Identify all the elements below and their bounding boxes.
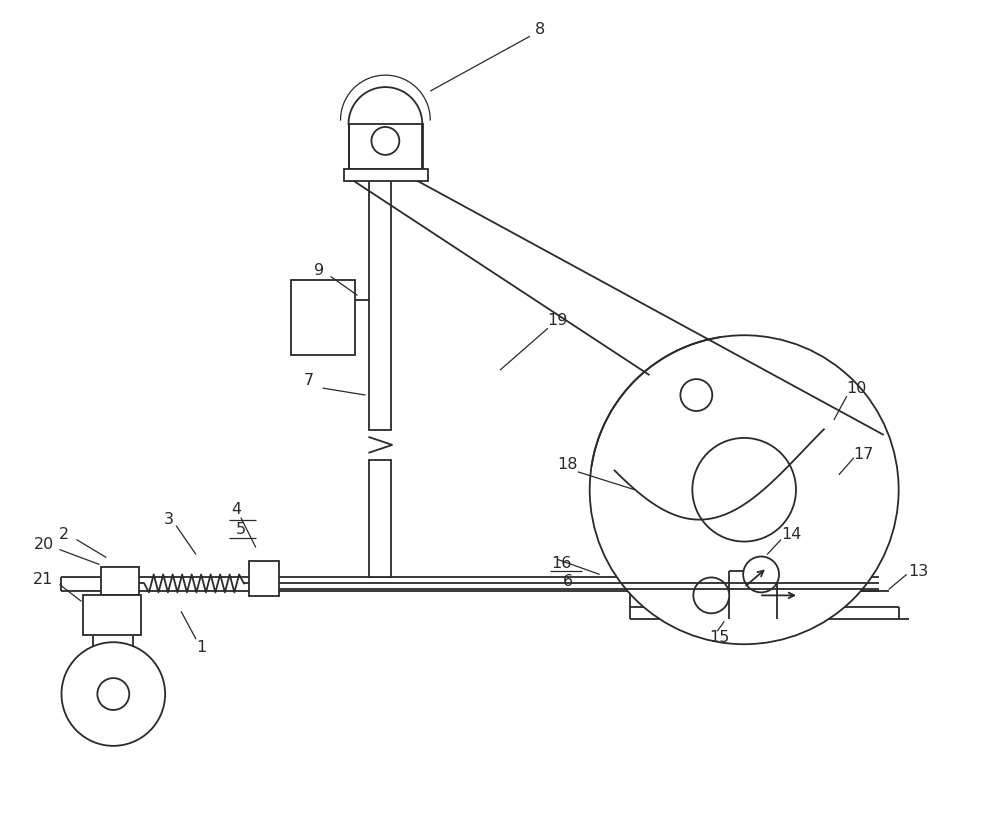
Text: 9: 9: [314, 263, 324, 278]
Text: 19: 19: [548, 313, 568, 328]
Bar: [101, 568, 139, 595]
Text: 18: 18: [558, 458, 578, 472]
Text: 13: 13: [908, 564, 929, 579]
Text: 15: 15: [709, 630, 729, 644]
Circle shape: [693, 578, 729, 613]
Text: 8: 8: [535, 21, 545, 37]
Text: 3: 3: [164, 512, 174, 528]
Circle shape: [590, 335, 899, 644]
Circle shape: [61, 642, 165, 746]
Text: 2: 2: [58, 527, 69, 542]
Bar: [291, 281, 355, 356]
Text: 17: 17: [854, 448, 874, 463]
Text: 10: 10: [847, 380, 867, 396]
Text: 16: 16: [552, 556, 572, 571]
Text: 20: 20: [33, 537, 54, 552]
Text: 7: 7: [304, 373, 314, 388]
Text: 4: 4: [231, 502, 241, 517]
Circle shape: [371, 127, 399, 155]
Circle shape: [97, 678, 129, 710]
Circle shape: [692, 438, 796, 542]
Bar: [344, 169, 428, 181]
Circle shape: [743, 556, 779, 593]
Bar: [369, 151, 391, 430]
Bar: [83, 595, 141, 635]
Circle shape: [680, 379, 712, 411]
Bar: [249, 561, 279, 597]
Text: 21: 21: [33, 572, 54, 587]
Text: 1: 1: [196, 639, 206, 655]
Bar: [369, 460, 391, 578]
Text: 5: 5: [236, 522, 246, 537]
Text: 14: 14: [781, 527, 801, 542]
Bar: [349, 124, 423, 169]
Text: 6: 6: [563, 574, 573, 589]
